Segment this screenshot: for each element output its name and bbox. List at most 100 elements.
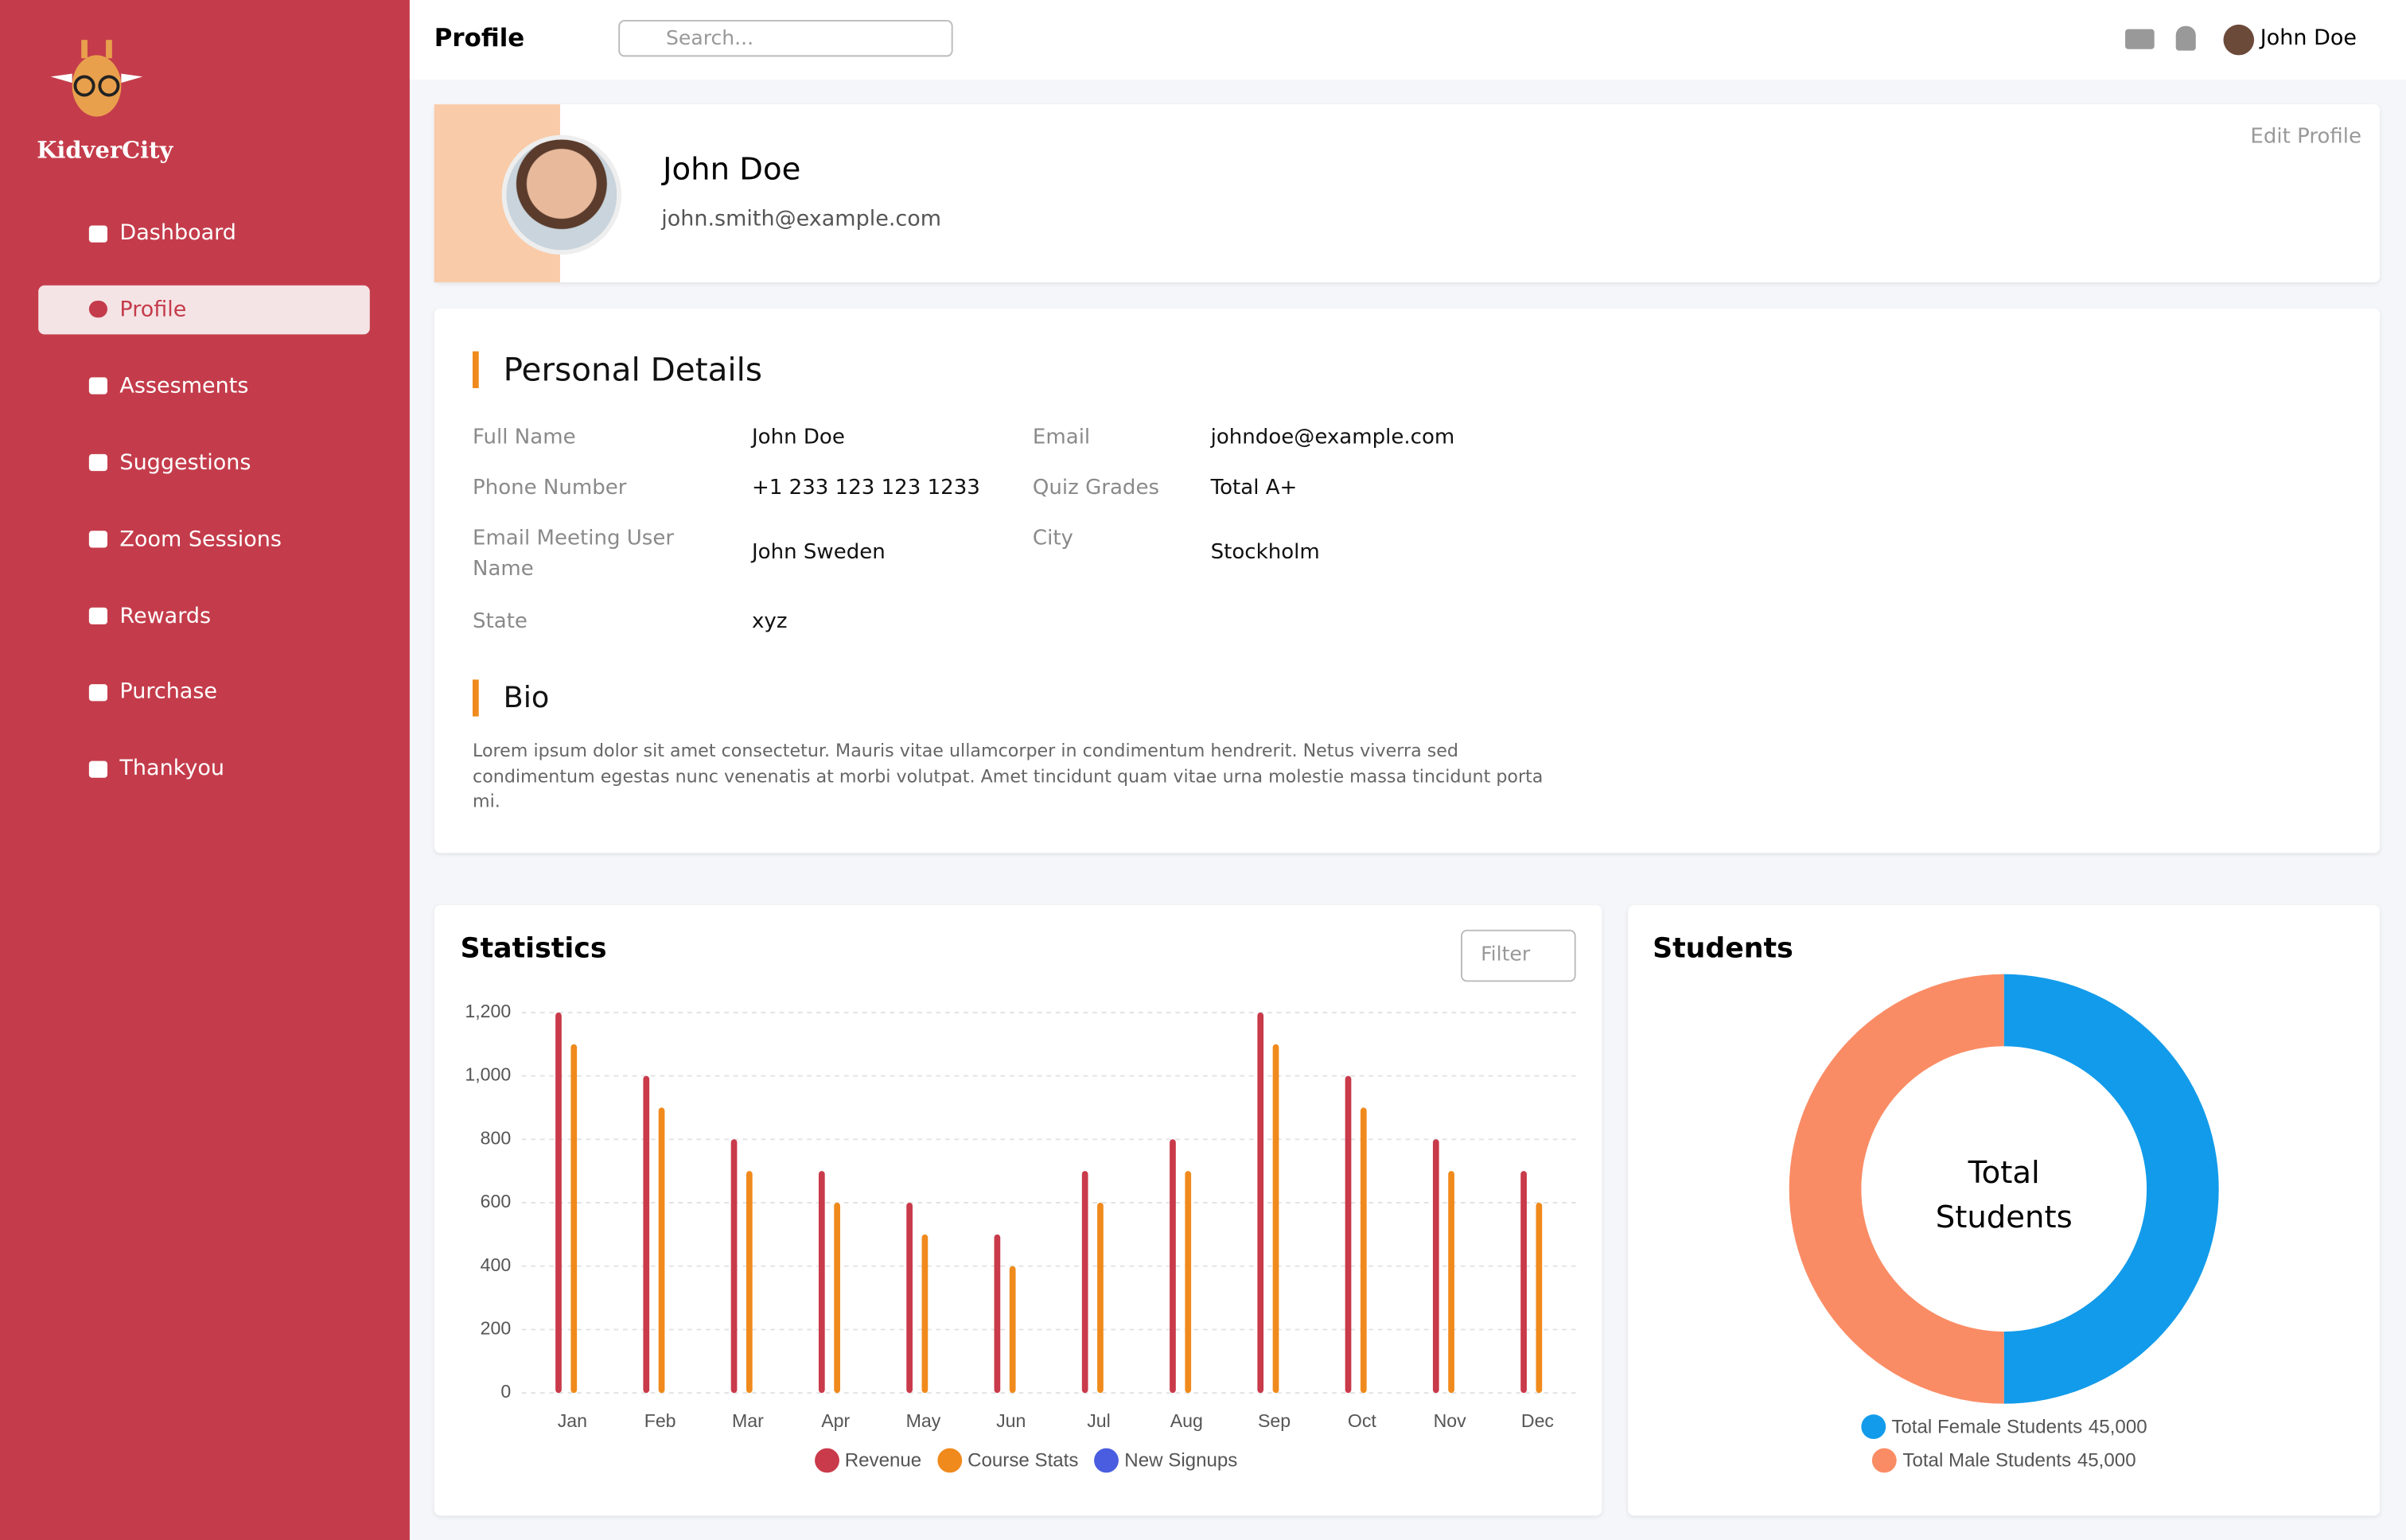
- detail-value: xyz: [751, 609, 788, 634]
- top-bar: Profile Search... John Doe: [409, 0, 2406, 80]
- bar: [746, 1171, 753, 1394]
- bar: [1009, 1266, 1016, 1394]
- detail-value: Total A+: [1210, 475, 1298, 500]
- bar-chart: 0 200 400 600 800 1,000 1,200 Jan Feb Mar Apr May Ju…: [465, 1001, 1576, 1431]
- legend-label: New Signups: [1124, 1449, 1238, 1472]
- x-tick-label: Nov: [1434, 1410, 1467, 1431]
- sidebar: KidverCity Dashboard Profile Assesments Sug…: [0, 0, 410, 1540]
- nav-icon: [88, 683, 107, 702]
- x-tick-label: Oct: [1348, 1410, 1377, 1431]
- nav-item[interactable]: Profile: [38, 285, 370, 335]
- statistics-card: Statistics Filter 0 200 400 600 800 1,000 1,20…: [434, 904, 1602, 1516]
- legend: Total Female Students 45,000 Total Male St…: [1628, 1414, 2380, 1473]
- x-tick-label: Jan: [558, 1410, 587, 1431]
- bar: [1081, 1171, 1088, 1394]
- detail-label: Email: [1032, 425, 1091, 450]
- x-tick-label: Apr: [821, 1410, 850, 1431]
- logo: [50, 40, 143, 117]
- bar: [555, 1012, 562, 1394]
- nav-label: Dashboard: [119, 220, 236, 246]
- nav-icon: [88, 760, 107, 778]
- nav-icon: [88, 454, 107, 472]
- legend-label: Total Female Students: [1891, 1416, 2083, 1438]
- nav-label: Purchase: [119, 680, 218, 705]
- detail-value: John Doe: [751, 425, 845, 450]
- legend-item: Total Male Students 45,000: [1871, 1448, 2136, 1473]
- bar: [1272, 1044, 1279, 1394]
- bar: [643, 1075, 650, 1394]
- bar: [1097, 1202, 1104, 1394]
- legend-swatch: [1871, 1448, 1897, 1473]
- chart-title: Statistics: [460, 932, 607, 966]
- x-tick-label: Aug: [1170, 1410, 1203, 1431]
- profile-email: john.smith@example.com: [661, 207, 942, 232]
- x-tick-label: Feb: [644, 1410, 676, 1431]
- detail-value: johndoe@example.com: [1210, 425, 1455, 450]
- legend-label: Total Male Students: [1902, 1449, 2072, 1472]
- filter-button[interactable]: Filter: [1460, 929, 1576, 982]
- user-name[interactable]: John Doe: [2260, 25, 2357, 51]
- nav-icon: [88, 607, 107, 624]
- user-avatar[interactable]: [2223, 24, 2255, 56]
- bar: [1345, 1075, 1352, 1394]
- nav-item[interactable]: Dashboard: [38, 208, 370, 258]
- legend-swatch: [936, 1448, 962, 1473]
- legend-label: Revenue: [844, 1449, 922, 1472]
- nav-icon: [88, 301, 107, 318]
- center-label: Total Students: [1935, 1153, 2073, 1235]
- y-tick-label: 1,000: [465, 1064, 511, 1085]
- donut-slice: [1789, 974, 2004, 1404]
- legend-swatch: [1860, 1414, 1886, 1439]
- x-tick-label: Jun: [996, 1410, 1026, 1431]
- nav-item[interactable]: Zoom Sessions: [38, 515, 370, 564]
- detail-label: State: [472, 609, 528, 634]
- nav-label: Thankyou: [119, 756, 224, 782]
- detail-value: Stockholm: [1210, 539, 1320, 565]
- nav-label: Suggestions: [119, 450, 251, 476]
- legend-swatch: [1093, 1448, 1119, 1473]
- bar: [730, 1139, 738, 1394]
- legend-value: 45,000: [2077, 1449, 2136, 1472]
- profile-name: John Doe: [663, 150, 801, 188]
- search-box[interactable]: Search...: [618, 20, 953, 57]
- bell-icon[interactable]: [2175, 25, 2196, 51]
- mail-icon[interactable]: [2125, 29, 2155, 49]
- bar: [1520, 1171, 1527, 1394]
- nav-item[interactable]: Suggestions: [38, 438, 370, 488]
- bar: [818, 1171, 825, 1394]
- nav-item[interactable]: Assesments: [38, 362, 370, 411]
- nav-item[interactable]: Rewards: [38, 591, 370, 640]
- x-tick-label: Jul: [1087, 1410, 1111, 1431]
- nav-label: Rewards: [119, 603, 212, 628]
- bar: [658, 1107, 665, 1394]
- donut-slice: [2003, 974, 2219, 1404]
- y-tick-label: 600: [481, 1191, 512, 1211]
- detail-value: +1 233 123 123 1233: [751, 475, 980, 500]
- detail-label: City: [1032, 526, 1073, 551]
- x-tick-label: Sep: [1258, 1410, 1291, 1431]
- x-tick-label: Dec: [1521, 1410, 1554, 1431]
- detail-label: Full Name: [472, 425, 576, 450]
- edit-profile[interactable]: Edit Profile: [2250, 124, 2362, 150]
- y-tick-label: 800: [481, 1127, 512, 1148]
- x-tick-label: Mar: [732, 1410, 764, 1431]
- legend: Revenue Course Stats New Signups: [434, 1448, 1602, 1473]
- nav-icon: [88, 531, 107, 548]
- profile-card: John Doe john.smith@example.com Edit Pro…: [434, 104, 2381, 282]
- nav-item[interactable]: Thankyou: [38, 745, 370, 794]
- detail-value: John Sweden: [751, 539, 886, 565]
- nav-label: Profile: [119, 297, 187, 322]
- bar: [1448, 1171, 1454, 1394]
- detail-label: Quiz Grades: [1032, 475, 1160, 500]
- bar: [1170, 1139, 1176, 1394]
- section-title: Personal Details: [472, 351, 762, 388]
- nav-icon: [88, 224, 107, 242]
- nav-item[interactable]: Purchase: [38, 668, 370, 718]
- bar: [1432, 1139, 1439, 1394]
- x-tick-label: May: [906, 1410, 941, 1431]
- donut-chart: [1789, 974, 2219, 1404]
- y-tick-label: 400: [481, 1254, 512, 1275]
- y-tick-label: 200: [481, 1318, 512, 1339]
